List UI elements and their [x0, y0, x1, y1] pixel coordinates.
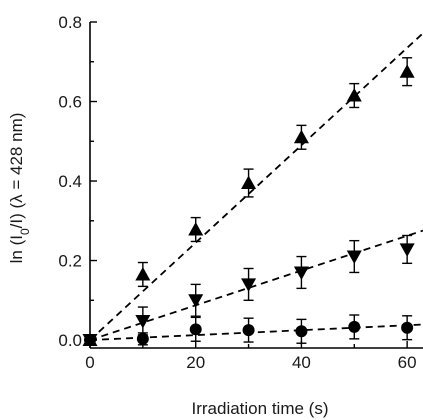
data-point-triangle-down [241, 278, 257, 292]
data-point-triangle-up [135, 266, 151, 281]
data-point-circle [189, 323, 202, 336]
fit-line-triangle-up [89, 32, 423, 341]
data-point-triangle-up [293, 129, 309, 144]
y-tick-label: 0.2 [58, 252, 82, 271]
axes [89, 22, 423, 349]
data-point-circle [401, 321, 414, 334]
data-point-triangle-down [135, 314, 151, 329]
y-tick-label: 0.6 [58, 93, 82, 112]
ticks: 0.0 0.2 0.4 0.6 0.8 0 20 40 60 [58, 13, 416, 372]
data-point-triangle-up [188, 222, 204, 236]
y-tick-label: 0.4 [58, 172, 82, 191]
fit-line-triangle-down [89, 229, 423, 341]
data-point-triangle-down [293, 266, 309, 280]
data-point-triangle-down [346, 250, 362, 265]
data-point-triangle-down [399, 243, 415, 257]
x-tick-label: 40 [292, 353, 311, 372]
x-tick-label: 60 [398, 353, 417, 372]
fit-line-circle [89, 323, 423, 341]
error-bars [85, 57, 413, 346]
data-point-triangle-up [399, 64, 415, 78]
data-markers [82, 64, 415, 348]
data-point-circle [136, 332, 149, 345]
data-point-triangle-down [188, 294, 204, 308]
y-axis-label: ln (I0/I) (λ = 428 nm) [7, 113, 32, 264]
y-tick-label: 0.0 [58, 331, 82, 350]
data-point-circle [348, 320, 361, 333]
y-tick-label: 0.8 [58, 13, 82, 32]
x-tick-label: 0 [85, 353, 94, 372]
fit-lines [89, 32, 423, 341]
data-point-triangle-up [346, 88, 362, 102]
x-axis-label: Irradiation time (s) [192, 399, 329, 418]
data-point-circle [295, 325, 308, 338]
data-point-circle [242, 324, 255, 337]
data-point-triangle-up [241, 175, 257, 190]
x-tick-label: 20 [186, 353, 205, 372]
